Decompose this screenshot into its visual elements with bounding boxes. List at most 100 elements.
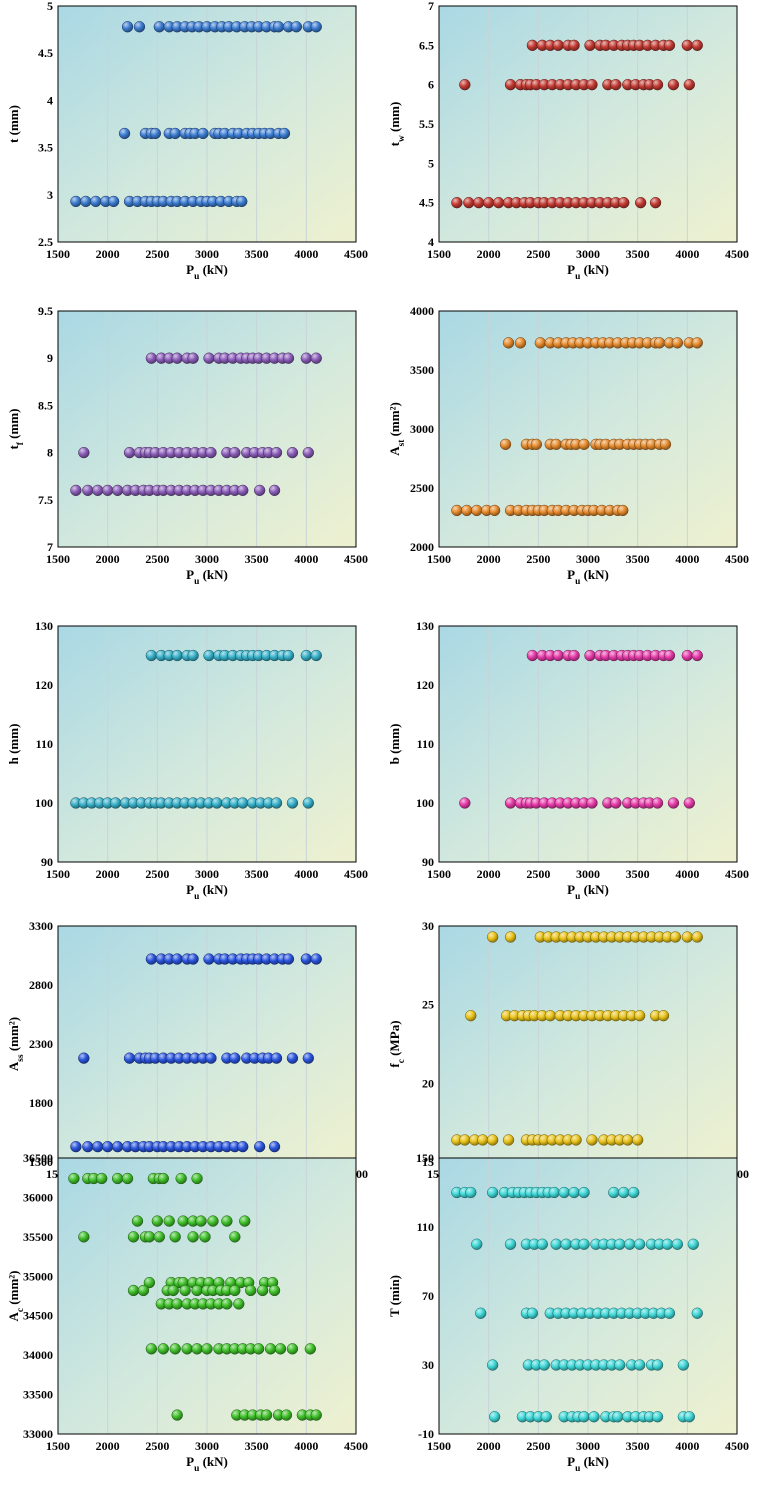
y-tick-label: 130 <box>416 619 434 633</box>
data-point <box>471 504 483 517</box>
data-point <box>167 1284 179 1297</box>
y-tick-label: 6.5 <box>419 38 434 52</box>
data-point <box>667 79 680 91</box>
data-point <box>80 195 92 208</box>
data-point <box>253 1141 266 1153</box>
y-tick-label: 70 <box>422 1289 434 1303</box>
data-point <box>245 1284 257 1297</box>
x-axis-label: Pu (kN) <box>567 882 609 902</box>
data-point <box>552 649 564 662</box>
scatter-chart-4: 1500 2000 2500 3000 3500 4000 4500200025003000… <box>387 304 749 587</box>
data-point <box>290 21 303 33</box>
data-point <box>143 1231 156 1243</box>
data-point <box>82 484 94 497</box>
x-tick-label: 4000 <box>294 867 318 881</box>
data-point <box>207 1215 219 1227</box>
data-point <box>610 79 622 91</box>
data-point <box>201 1343 213 1355</box>
y-tick-label: 2800 <box>29 978 53 992</box>
data-point <box>486 1359 499 1371</box>
data-point <box>618 1186 630 1199</box>
x-tick-label: 1500 <box>427 867 451 881</box>
data-point <box>634 1238 646 1250</box>
data-point <box>502 337 515 349</box>
y-tick-label: 36000 <box>23 1190 53 1204</box>
data-point <box>70 484 82 497</box>
data-point <box>499 438 512 450</box>
data-point <box>145 352 158 364</box>
data-point <box>651 797 664 809</box>
data-point <box>667 797 680 809</box>
data-point <box>237 484 249 497</box>
x-axis-label: Pu (kN) <box>186 262 228 282</box>
data-point <box>540 1411 552 1423</box>
data-point <box>145 1343 158 1355</box>
plot-frame <box>57 310 357 548</box>
data-point <box>552 39 564 51</box>
data-point <box>504 931 517 943</box>
y-tick-label: -10 <box>418 1427 434 1441</box>
data-point <box>663 649 676 662</box>
data-point <box>558 1186 570 1199</box>
x-tick-label: 3000 <box>576 1439 600 1453</box>
scatter-chart-7: 1500200025003000350040004500130018002300… <box>6 919 368 1202</box>
y-tick-label: 8 <box>47 446 53 460</box>
y-tick-label: 150 <box>416 1151 434 1165</box>
data-point <box>229 1284 241 1297</box>
chart-panel-7: 1500200025003000350040004500130018002300… <box>0 919 382 1220</box>
data-point <box>131 1215 144 1227</box>
y-tick-label: 35500 <box>23 1230 53 1244</box>
data-point <box>618 197 630 209</box>
chart-panel-9: 1500 2000 2500 3000 3500 4000 4500 33000 33500 34… <box>0 1151 382 1488</box>
x-tick-label: 4500 <box>725 552 749 566</box>
data-point <box>304 1343 316 1355</box>
y-tick-label: 1300 <box>29 1155 53 1169</box>
x-tick-label: 1500 <box>46 1439 70 1453</box>
x-tick-label: 3000 <box>195 247 219 261</box>
data-point <box>191 1284 203 1297</box>
data-point <box>310 352 322 364</box>
data-point <box>111 484 124 497</box>
data-point <box>171 352 183 364</box>
data-point <box>157 1343 169 1355</box>
data-point <box>153 1231 165 1243</box>
data-point <box>671 337 684 349</box>
y-axis-label: T (min) <box>387 1275 402 1317</box>
data-point <box>253 484 266 497</box>
x-tick-label: 2000 <box>477 552 501 566</box>
x-tick-label: 2500 <box>526 1439 550 1453</box>
x-tick-label: 3500 <box>245 552 269 566</box>
data-point <box>530 438 542 450</box>
data-point <box>570 1134 582 1146</box>
scatter-chart-8: 150020002500300035004000450015202530Pu (… <box>387 919 749 1202</box>
x-tick-label: 3000 <box>576 247 600 261</box>
x-tick-label: 2000 <box>96 552 120 566</box>
data-point <box>92 484 104 497</box>
x-tick-label: 4000 <box>675 247 699 261</box>
data-point <box>651 79 664 91</box>
x-tick-label: 2500 <box>526 867 550 881</box>
chart-panel-10: 1500 2000 2500 3000 3500 4000 4500 -10 30 70 110 15… <box>381 1151 763 1488</box>
y-tick-label: 90 <box>41 855 53 869</box>
y-tick-label: 36500 <box>23 1151 53 1165</box>
y-axis-label: Ac (mm²) <box>6 1270 26 1321</box>
data-point <box>473 197 485 209</box>
data-point <box>475 1307 487 1319</box>
data-point <box>687 1238 699 1250</box>
data-point <box>121 1172 134 1185</box>
data-point <box>488 1411 501 1423</box>
data-point <box>300 352 312 364</box>
x-tick-label: 2500 <box>526 552 550 566</box>
data-point <box>153 21 165 33</box>
data-point <box>649 197 662 209</box>
data-point <box>302 1052 314 1064</box>
data-point <box>526 649 539 662</box>
data-point <box>221 1215 233 1227</box>
data-point <box>274 1343 287 1355</box>
data-point <box>486 931 499 943</box>
data-point <box>486 1134 499 1146</box>
data-point <box>578 438 590 450</box>
data-point <box>145 649 158 662</box>
data-point <box>272 21 285 33</box>
data-point <box>143 1276 156 1289</box>
